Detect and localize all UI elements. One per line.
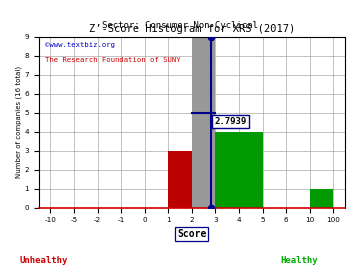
Text: Unhealthy: Unhealthy: [19, 256, 67, 265]
Bar: [192, 37, 215, 208]
Bar: [168, 151, 192, 208]
Title: Z’-Score Histogram for XRS (2017): Z’-Score Histogram for XRS (2017): [89, 25, 295, 35]
Text: 2.7939: 2.7939: [214, 117, 247, 126]
Bar: [215, 131, 262, 208]
X-axis label: Score: Score: [177, 229, 207, 239]
Bar: [310, 188, 333, 208]
Text: The Research Foundation of SUNY: The Research Foundation of SUNY: [45, 57, 180, 63]
Text: Sector: Consumer Non-Cyclical: Sector: Consumer Non-Cyclical: [102, 21, 258, 30]
Y-axis label: Number of companies (16 total): Number of companies (16 total): [15, 66, 22, 178]
Text: ©www.textbiz.org: ©www.textbiz.org: [45, 42, 115, 48]
Text: Healthy: Healthy: [280, 256, 318, 265]
